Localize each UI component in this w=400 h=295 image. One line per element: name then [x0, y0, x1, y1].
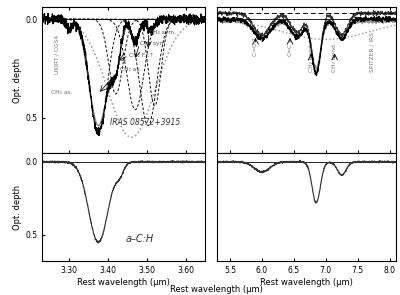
Text: CH₃ sym.: CH₃ sym.: [140, 41, 168, 46]
Y-axis label: Opt. depth: Opt. depth: [13, 185, 22, 230]
Text: IRAS 08572+3915: IRAS 08572+3915: [110, 118, 180, 127]
Text: C=C: C=C: [288, 42, 292, 56]
Text: C=O ?: C=O ?: [253, 37, 258, 56]
X-axis label: Rest wavelength (μm): Rest wavelength (μm): [260, 278, 353, 287]
Text: CH₂ sym.: CH₂ sym.: [149, 30, 176, 35]
Text: CH₂ bend.: CH₂ bend.: [308, 43, 314, 72]
Text: Rest wavelength (μm): Rest wavelength (μm): [170, 285, 262, 294]
Text: CH₃ bend.: CH₃ bend.: [332, 43, 337, 72]
Text: a–C:H: a–C:H: [126, 234, 154, 244]
Text: CH₂ as.: CH₂ as.: [120, 67, 141, 72]
Text: CH₂ F.r.?: CH₂ F.r.?: [129, 53, 152, 58]
Text: UKIRT / CGS4: UKIRT / CGS4: [54, 35, 59, 74]
X-axis label: Rest wavelength (μm): Rest wavelength (μm): [77, 278, 170, 287]
Y-axis label: Opt. depth: Opt. depth: [13, 58, 22, 103]
Text: CH₃ as.: CH₃ as.: [51, 90, 72, 95]
Text: SPITZER / IRS: SPITZER / IRS: [370, 32, 375, 72]
